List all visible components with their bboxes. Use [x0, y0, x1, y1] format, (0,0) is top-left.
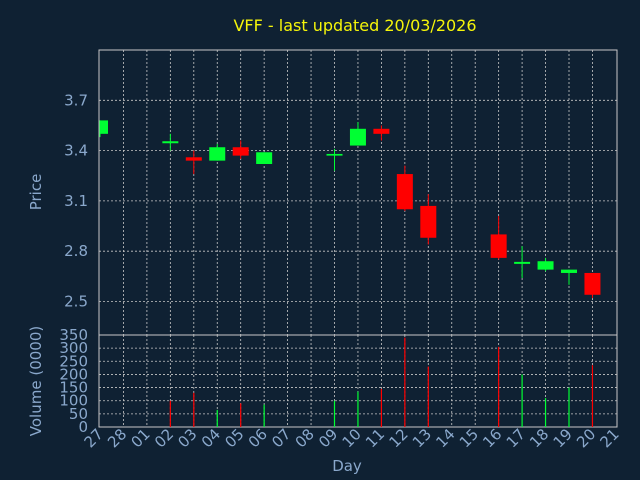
- volume-bars: [169, 337, 594, 427]
- candle-09: [326, 148, 343, 171]
- day-tick-label: 18: [526, 425, 552, 451]
- day-tick-label: 06: [245, 425, 271, 451]
- day-tick-label: 09: [315, 425, 341, 451]
- candle-body: [185, 157, 202, 161]
- candle-16: [490, 215, 507, 260]
- day-tick-label: 11: [362, 425, 388, 451]
- candle-body: [490, 234, 507, 258]
- candle-19: [561, 269, 577, 285]
- day-tick-label: 16: [479, 425, 505, 451]
- price-axis-label: Price: [27, 174, 45, 211]
- candle-body: [373, 128, 390, 134]
- day-tick-label: 28: [104, 425, 130, 451]
- day-tick-label: 10: [339, 425, 365, 451]
- candle-17: [514, 246, 531, 278]
- candle-20: [584, 272, 601, 299]
- candle-05: [232, 140, 249, 159]
- candle-13: [420, 194, 437, 245]
- volume-tick-label: 300: [59, 339, 88, 357]
- price-tick-label: 3.1: [64, 192, 88, 210]
- volume-tick-label: 200: [59, 365, 88, 383]
- price-plot-frame: [98, 49, 618, 336]
- candle-body: [396, 174, 413, 210]
- price-grid: [99, 50, 617, 335]
- candle-10: [349, 122, 366, 146]
- price-tick-label: 2.5: [64, 292, 88, 310]
- price-tick-label: 3.4: [64, 142, 88, 160]
- candle-06: [256, 152, 273, 164]
- day-axis-label: Day: [332, 457, 362, 475]
- day-tick-label: 01: [127, 425, 153, 451]
- volume-tick-label: 350: [59, 326, 88, 344]
- day-tick-label: 07: [268, 425, 294, 451]
- volume-axis-label: Volume (0000): [27, 326, 45, 436]
- candle-11: [373, 125, 390, 141]
- candle-04: [209, 143, 226, 161]
- day-tick-label: 20: [573, 425, 599, 451]
- day-tick-label: 08: [292, 425, 318, 451]
- candle-02: [162, 133, 179, 151]
- candle-body: [232, 147, 249, 156]
- candle-body: [100, 120, 108, 134]
- day-tick-label: 03: [174, 425, 200, 451]
- price-tick-labels: 2.5 2.8 3.1 3.4 3.7: [64, 91, 88, 310]
- volume-tick-label: 250: [59, 352, 88, 370]
- candles: [99, 120, 601, 299]
- volume-tick-label: 150: [59, 379, 88, 397]
- candle-body: [256, 152, 273, 164]
- day-tick-labels: 2728010203040506070809101112131415161718…: [81, 425, 623, 451]
- candle-27: [99, 120, 108, 138]
- volume-tick-label: 100: [59, 392, 88, 410]
- day-tick-label: 12: [385, 425, 411, 451]
- chart-title: VFF - last updated 20/03/2026: [233, 16, 476, 35]
- day-tick-label: 04: [198, 425, 224, 451]
- volume-tick-label: 50: [69, 405, 88, 423]
- day-tick-label: 21: [596, 425, 622, 451]
- day-tick-label: 15: [456, 425, 482, 451]
- candle-body: [584, 272, 601, 295]
- day-tick-label: 05: [221, 425, 247, 451]
- day-tick-label: 13: [409, 425, 435, 451]
- candle-body: [349, 128, 366, 146]
- day-tick-label: 14: [432, 425, 458, 451]
- price-tick-label: 2.8: [64, 242, 88, 260]
- day-tick-label: 02: [151, 425, 177, 451]
- day-tick-label: 17: [503, 425, 529, 451]
- candle-body: [326, 153, 343, 156]
- candle-body: [561, 269, 577, 273]
- candle-18: [537, 257, 554, 272]
- candle-body: [209, 147, 226, 161]
- price-tick-label: 3.7: [64, 91, 88, 109]
- candle-12: [396, 165, 413, 211]
- candle-body: [420, 205, 437, 238]
- day-tick-label: 19: [550, 425, 576, 451]
- candle-body: [537, 261, 554, 270]
- candle-03: [185, 150, 202, 175]
- volume-tick-label: 0: [78, 418, 88, 436]
